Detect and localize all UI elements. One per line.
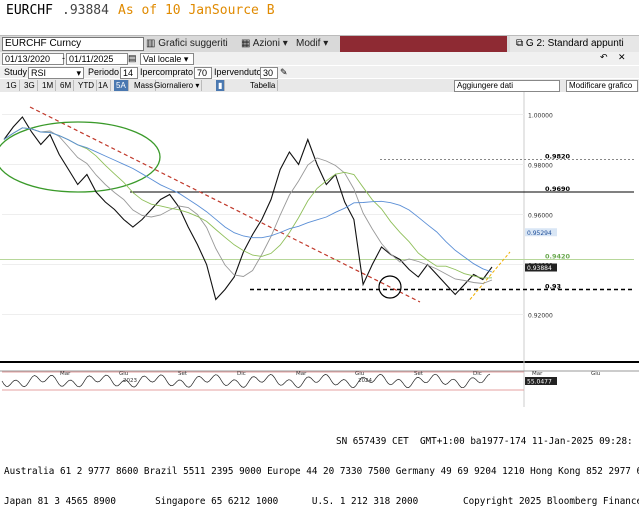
chart-type-icon[interactable]: ▮ <box>216 80 226 91</box>
main-toolbar: EURCHF Curncy ▥ Grafici suggeriti ▦ Azio… <box>0 35 639 53</box>
trendline <box>29 106 421 303</box>
close-icon[interactable]: ✕ <box>618 52 626 62</box>
window-title[interactable]: ⧉ G 2: Standard appunti <box>510 36 639 52</box>
chart-grid <box>0 92 639 407</box>
ipercomprato-label: Ipercomprato <box>140 67 194 77</box>
calendar-icon[interactable]: ▤ <box>128 53 137 63</box>
ma-value-tag: 0.95294 <box>527 230 552 237</box>
x-tick-label: Giu <box>591 371 600 377</box>
chevron-down-icon: ▾ <box>193 81 200 90</box>
x-tick-label: Set <box>414 371 424 377</box>
level-label: 0.9420 <box>545 253 571 261</box>
tab-3g[interactable]: 3G <box>22 80 38 91</box>
edit-icon[interactable]: ✎ <box>280 67 288 77</box>
rsi-value-tag: 55.0477 <box>527 379 552 386</box>
price-label: .93884 <box>62 3 109 18</box>
highlight-circle <box>378 275 402 299</box>
tab-1a[interactable]: 1A <box>96 80 111 91</box>
projection-line <box>469 251 511 300</box>
period-tabs: 1G 3G 1M 6M YTD 1A 5A Mass Giornaliero ▾… <box>0 79 639 93</box>
rsi-line <box>1 373 491 389</box>
periodo-input[interactable]: 14 <box>120 67 138 79</box>
tab-5a[interactable]: 5A <box>114 80 129 91</box>
price-line <box>3 116 493 301</box>
year-label: 2023 <box>123 378 137 384</box>
tab-1g[interactable]: 1G <box>4 80 20 91</box>
moving-average-line <box>3 127 493 273</box>
ipercomprato-input[interactable]: 70 <box>194 67 212 79</box>
start-date-input[interactable]: 01/13/2020 <box>2 53 64 65</box>
modif-menu[interactable]: Modif ▾ <box>296 38 329 49</box>
level-label: 0.9690 <box>545 185 571 193</box>
tab-tabella[interactable]: Tabella <box>248 80 279 91</box>
y-tick-label: 1.00000 <box>528 113 553 120</box>
x-tick-label: Giu <box>355 371 364 377</box>
edit-chart-button[interactable]: Modificare grafico <box>566 80 638 92</box>
date-separator: - <box>62 53 65 63</box>
date-row: 01/13/2020 - 01/11/2025 ▤ Val locale ▾ ↶… <box>0 52 639 65</box>
end-date-input[interactable]: 01/11/2025 <box>66 53 128 65</box>
tab-mass[interactable]: Mass <box>132 80 157 91</box>
x-tick-label: Mar <box>532 371 543 377</box>
chart-series <box>1 116 493 389</box>
external-link-icon: ⧉ <box>516 38 526 49</box>
level-label: 0.93 <box>545 283 561 291</box>
tab-6m[interactable]: 6M <box>58 80 75 91</box>
footer-status: SN 657439 CET GMT+1:00 ba1977-174 11-Jan… <box>336 436 633 447</box>
moving-average-line <box>3 127 493 284</box>
study-label: Study <box>4 67 28 77</box>
study-select[interactable]: RSI ▾ <box>28 67 84 79</box>
chevron-down-icon: ▾ <box>320 38 329 49</box>
currency-select[interactable]: Val locale ▾ <box>140 53 194 65</box>
y-tick-label: 0.96000 <box>528 213 553 220</box>
grid-icon: ▦ <box>241 38 253 49</box>
ipervenduto-label: Ipervenduto <box>214 67 262 77</box>
ma-value-tag-bg <box>525 228 557 237</box>
as-of-label: As of 10 JanSource B <box>118 3 275 18</box>
title-bar: EURCHF .93884 As of 10 JanSource B <box>0 0 639 22</box>
y-tick-label: 0.98000 <box>528 163 553 170</box>
rsi-tag-bg <box>525 377 557 385</box>
footer: SN 657439 CET GMT+1:00 ba1977-174 11-Jan… <box>0 417 639 507</box>
azioni-menu[interactable]: ▦ Azioni ▾ <box>241 38 288 49</box>
x-tick-label: Giu <box>119 371 128 377</box>
chevron-down-icon: ▾ <box>181 54 189 64</box>
footer-contacts-2: Japan 81 3 4565 8900 Singapore 65 6212 1… <box>4 496 639 507</box>
level-label: 0.9820 <box>545 153 571 161</box>
chevron-down-icon: ▾ <box>76 68 81 78</box>
tab-ytd[interactable]: YTD <box>76 80 97 91</box>
tab-1m[interactable]: 1M <box>40 80 57 91</box>
undo-icon[interactable]: ↶ <box>600 52 608 62</box>
toolbar-spacer <box>340 36 507 52</box>
periodo-label: Periodo <box>88 67 120 77</box>
moving-average-line <box>3 127 493 279</box>
chart-side-labels: 0.95294 0.93884 55.0477 <box>525 228 557 386</box>
chart-icon: ▥ <box>146 38 159 49</box>
last-price-tag: 0.93884 <box>527 265 552 272</box>
year-label: 2024 <box>358 378 372 384</box>
ipervenduto-input[interactable]: 30 <box>260 67 278 79</box>
add-data-button[interactable]: Aggiungere dati <box>454 80 560 92</box>
x-tick-label: Mar <box>60 371 71 377</box>
chevron-down-icon: ▾ <box>279 38 288 49</box>
highlight-ellipse <box>0 121 161 193</box>
grafici-button[interactable]: ▥ Grafici suggeriti <box>146 38 228 49</box>
x-tick-label: Dic <box>237 371 246 377</box>
chart-annotations: 0.9820 0.9690 0.9420 0.93 <box>0 106 634 303</box>
x-tick-label: Dic <box>473 371 482 377</box>
x-tick-label: Mar <box>296 371 307 377</box>
security-input[interactable]: EURCHF Curncy <box>2 37 144 51</box>
last-price-tag-bg <box>525 263 557 272</box>
x-tick-label: Set <box>178 371 188 377</box>
y-tick-label: 0.92000 <box>528 313 553 320</box>
frequency-select[interactable]: Giornaliero ▾ <box>152 80 203 91</box>
footer-contacts-1: Australia 61 2 9777 8600 Brazil 5511 239… <box>4 466 639 477</box>
symbol-label: EURCHF <box>6 3 53 18</box>
study-row: Study RSI ▾ Periodo 14 Ipercomprato 70 Ip… <box>0 66 639 79</box>
